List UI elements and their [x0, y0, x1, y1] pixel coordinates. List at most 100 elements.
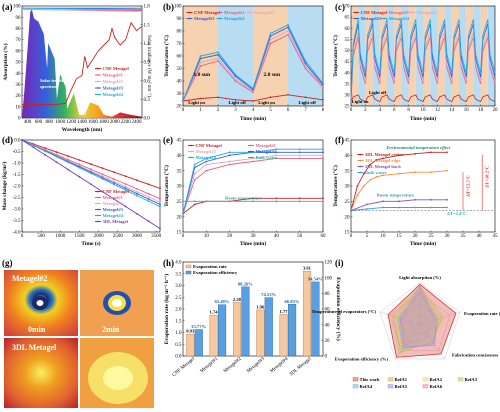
y-tick-label: 40 [16, 72, 22, 77]
light-off-region [401, 6, 409, 106]
legend-marker [359, 159, 362, 162]
data-point [136, 212, 138, 215]
data-point [414, 171, 416, 174]
radar-axis-label: Temperature of evaporators (°C) [312, 309, 377, 314]
bar-evaporation-rate [186, 333, 195, 357]
y2-tick-label: 0.3 [144, 98, 151, 103]
data-point [414, 198, 416, 201]
y-axis-label: Temperature (°C) [332, 165, 339, 207]
bar-evaporation-efficiency [288, 304, 297, 357]
data-point [228, 160, 231, 163]
data-point [446, 151, 448, 154]
legend-marker [97, 93, 99, 96]
data-point [322, 86, 324, 89]
data-point [298, 197, 301, 200]
light-on-region [437, 6, 445, 106]
x-tick-label: 15 [397, 234, 403, 239]
y-tick-label: 0.0 [175, 355, 182, 360]
y2-axis-label: Solar irradiance (W m⁻² nm⁻¹) [146, 35, 152, 97]
data-point [287, 23, 289, 26]
x-tick-label: 1000 [55, 234, 66, 239]
y-tick-label: 0.5 [175, 343, 182, 348]
data-point [199, 97, 202, 100]
series-line-Metagel#2 [182, 154, 323, 214]
y-tick-label: 40 [345, 154, 351, 159]
data-point [199, 55, 202, 57]
bar-label-efficiency: 33.77% [191, 324, 206, 329]
y-tick-label: 70 [345, 5, 351, 10]
legend-entry: Metagel#1 [256, 143, 277, 148]
data-point [356, 185, 359, 187]
bar-label-efficiency: 88.26% [238, 281, 253, 286]
series-line-CNF Metagel [350, 94, 496, 103]
legend-entry: CNF Metagel [103, 66, 130, 71]
data-point [193, 163, 196, 166]
x-tick-label: 7 [304, 108, 307, 113]
data-point [217, 53, 219, 56]
delta-label-3: ΔT=3.4°C [447, 211, 466, 216]
legend-entry: Metagel#1 [389, 10, 410, 15]
radar-series-RefA3 [391, 286, 445, 355]
series-line-3DL Metagel center [350, 151, 447, 211]
legend-swatch [185, 270, 192, 275]
light-off-region [288, 6, 323, 106]
data-point [446, 206, 448, 209]
bar-evaporation-rate [232, 302, 242, 357]
bar-evaporation-efficiency [194, 329, 203, 357]
data-point [252, 87, 254, 90]
y-tick-label: 45 [345, 60, 351, 65]
bar-label-efficiency: 74.53% [261, 292, 276, 297]
legend-entry: Metagel#2 [254, 10, 275, 15]
x-tick-label: 1500 [75, 234, 86, 239]
data-point [217, 96, 219, 99]
x-axis-label: Time (min) [240, 115, 266, 122]
data-point [234, 98, 237, 101]
data-point [430, 206, 432, 209]
y-tick-label: 25 [345, 200, 351, 205]
data-point [322, 197, 324, 200]
category-label: Metagel#2 [223, 356, 243, 374]
legend-entry: Metagel#2 [196, 149, 217, 154]
data-point [147, 198, 150, 200]
x-axis-label: Wavelength (nm) [62, 126, 103, 133]
data-point [234, 80, 237, 82]
data-point [298, 154, 301, 157]
legend-entry: CNF Metagel [196, 143, 223, 148]
data-point [369, 178, 372, 181]
data-point [275, 200, 278, 203]
legend-entry: Metagel#3 [194, 16, 215, 21]
legend-marker [250, 156, 252, 159]
y2-tick-label: 0 [325, 355, 328, 360]
bar-label-efficiency: 65.48% [214, 299, 229, 304]
radar-axis-label: Light absorption (%) [399, 275, 441, 280]
legend-entry: Evaporation rate [193, 264, 227, 269]
panel-label: (i) [335, 258, 344, 268]
data-point [21, 139, 23, 141]
data-point [205, 169, 208, 172]
x-tick-label: 4 [252, 108, 255, 113]
data-point [414, 206, 416, 209]
data-point [369, 163, 372, 166]
bar-label-rate: 2.28 [233, 297, 242, 302]
panel-label: (a) [2, 2, 13, 12]
category-label: 3DL Metagel [289, 356, 313, 377]
y2-tick-label: 40 [325, 323, 331, 328]
light-on-region [365, 6, 373, 106]
x-tick-label: 2200 [121, 120, 132, 125]
data-point [430, 171, 432, 174]
radar-series-RefA5 [399, 290, 437, 348]
data-point [101, 176, 104, 179]
y-tick-label: 35 [345, 169, 351, 174]
y-tick-label: 80 [16, 27, 22, 32]
light-on-region [379, 6, 387, 106]
y2-tick-label: 1.5 [144, 23, 151, 28]
data-point [275, 148, 278, 151]
delta-label-1: ΔT=12.5°C [465, 175, 470, 197]
data-point [147, 183, 150, 186]
light-on-region [451, 6, 459, 106]
y-axis-label: Mass change (kg/m²) [1, 161, 8, 210]
radar-axis-label: Evaporation efficiency (%) [335, 357, 389, 362]
data-point [90, 172, 92, 175]
y-tick-label: 60 [345, 27, 351, 32]
